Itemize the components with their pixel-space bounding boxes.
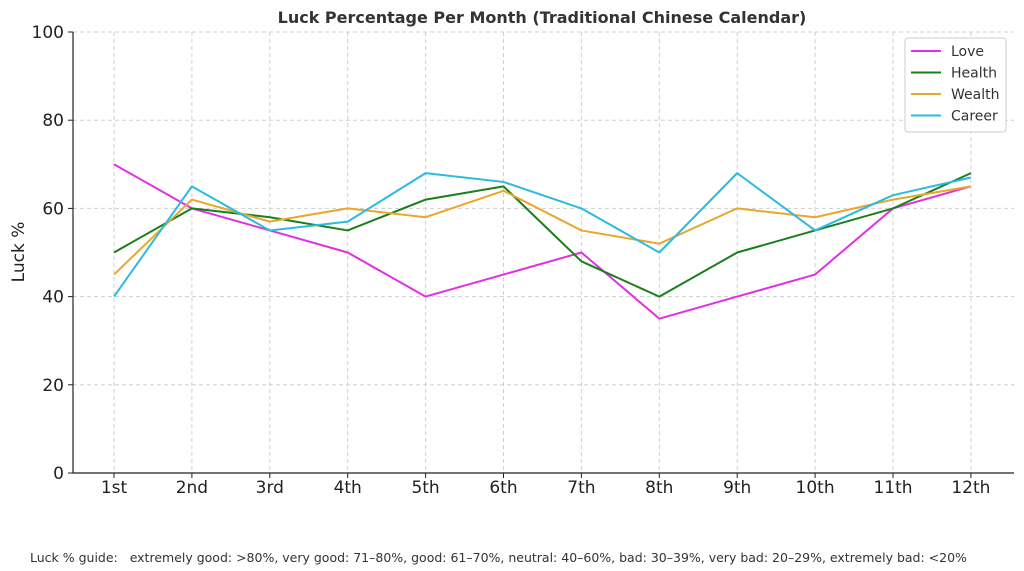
x-tick-label: 2nd (176, 478, 208, 498)
x-tick-label: 7th (567, 478, 595, 498)
x-tick-label: 1st (101, 478, 128, 498)
series-line-love (113, 163, 972, 320)
y-tick-label: 0 (53, 464, 64, 484)
legend-label-health: Health (951, 66, 997, 82)
series-line-health (113, 172, 972, 298)
grid (73, 31, 1014, 474)
chart-title: Luck Percentage Per Month (Traditional C… (278, 8, 807, 27)
legend-box (904, 37, 1007, 133)
x-tick-label: 4th (334, 478, 362, 498)
y-tick-label: 100 (32, 23, 64, 43)
x-tick-label: 12th (951, 478, 990, 498)
legend-label-wealth: Wealth (951, 87, 999, 103)
y-tick-label: 60 (42, 199, 64, 219)
x-tick-label: 9th (723, 478, 751, 498)
x-tick-label: 8th (645, 478, 673, 498)
axes: 0 20 40 60 80 100 1st 2nd 3rd 4th 5th 6th 7th 8th 9th 1… (32, 23, 1014, 498)
y-tick-label: 40 (42, 288, 64, 308)
series-line-wealth (113, 185, 972, 276)
legend-label-love: Love (951, 44, 984, 60)
y-tick-label: 80 (42, 111, 64, 131)
legend-label-career: Career (951, 109, 998, 125)
legend: Love Health Wealth Career (904, 37, 1007, 133)
y-axis-label: Luck % (9, 222, 29, 283)
x-tick-label: 6th (489, 478, 517, 498)
x-tick-label: 3rd (256, 478, 284, 498)
luck-guide-footnote: Luck % guide: extremely good: >80%, very… (30, 550, 967, 565)
x-tick-label: 11th (873, 478, 912, 498)
x-tick-label: 10th (796, 478, 835, 498)
series-lines (113, 163, 972, 320)
x-tick-label: 5th (411, 478, 439, 498)
series-line-career (113, 172, 972, 298)
y-tick-label: 20 (42, 376, 64, 396)
